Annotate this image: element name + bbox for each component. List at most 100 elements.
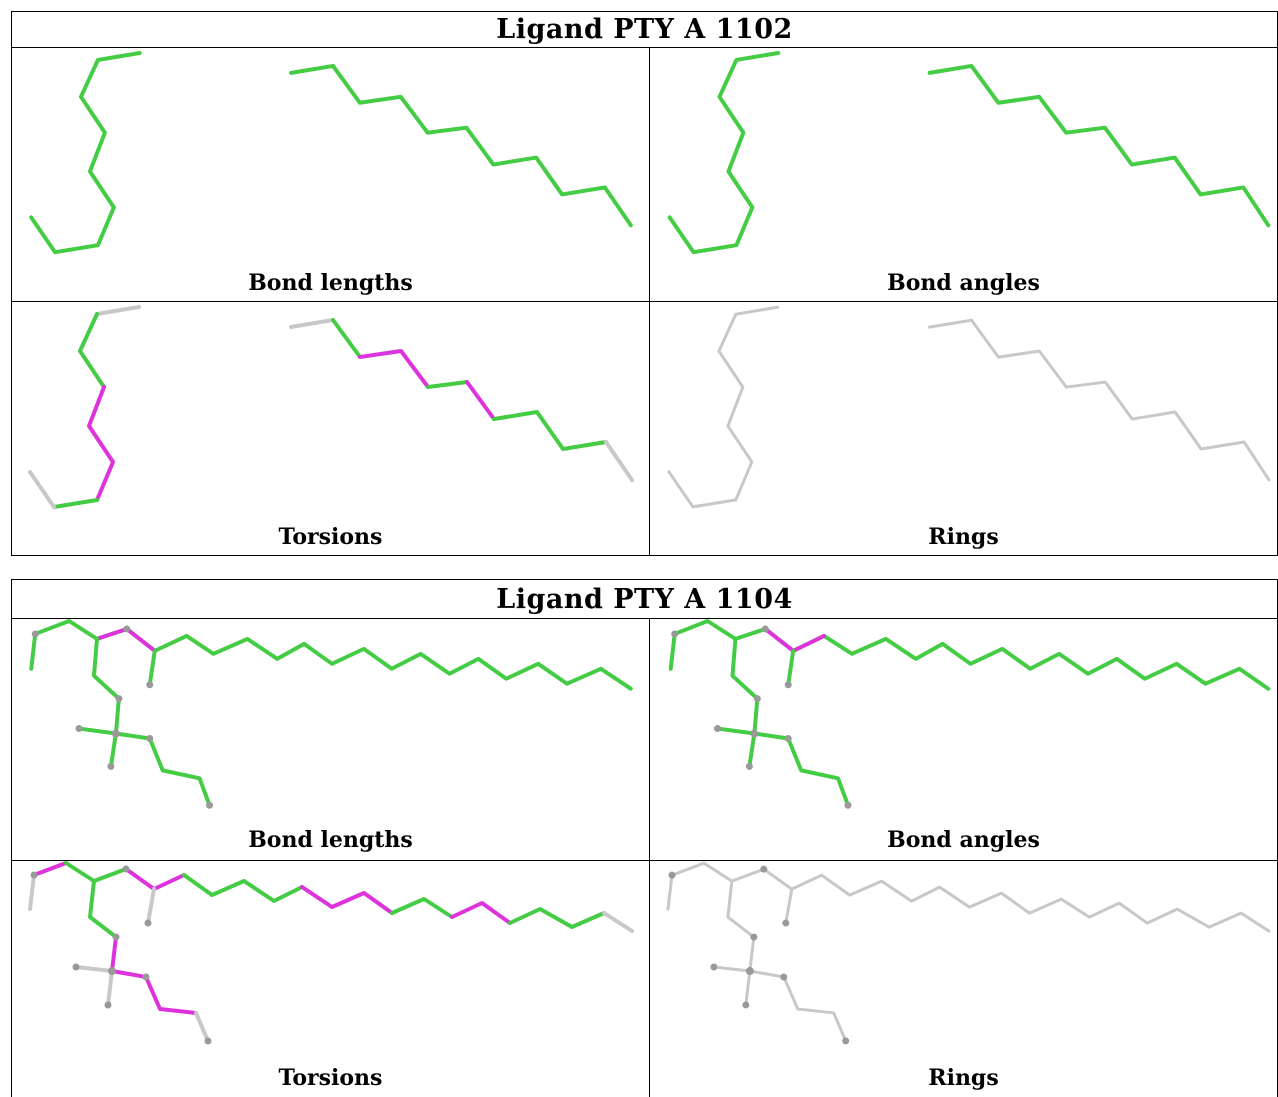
structure-2 <box>666 861 1271 1043</box>
atom <box>842 1037 850 1045</box>
molecule-view <box>666 861 1271 1045</box>
chain-branch-a <box>88 879 118 939</box>
atom-markers <box>30 865 212 1045</box>
chain-branch <box>91 636 212 808</box>
atom <box>710 963 718 971</box>
ligand-title: Ligand PTY A 1102 <box>12 12 1277 48</box>
chain-t5 <box>182 873 304 903</box>
atom <box>742 1001 750 1009</box>
atom <box>30 871 38 879</box>
chain-b-5 <box>465 380 496 421</box>
chain-a <box>29 50 142 255</box>
atom <box>780 973 788 981</box>
chain-a-1 <box>95 305 141 316</box>
chain-methyl <box>146 887 156 925</box>
panel-caption: Bond lengths <box>248 827 413 853</box>
atom <box>146 735 154 742</box>
chain-b-2 <box>331 318 362 359</box>
molecule-view <box>29 50 633 255</box>
chain-t1 <box>28 873 36 911</box>
panel-rings: Rings <box>649 302 1277 556</box>
atom <box>115 695 123 703</box>
chain-a <box>667 305 780 509</box>
panel-bond-angles: Bond angles <box>649 48 1277 301</box>
atom <box>144 919 152 927</box>
chain-methyl <box>147 648 157 687</box>
chain-a-5 <box>28 470 56 509</box>
molecule-view <box>668 619 1271 809</box>
chain-methyl <box>784 887 794 925</box>
atom <box>753 695 761 703</box>
atom-markers <box>668 865 850 1045</box>
atom <box>123 625 131 633</box>
atom <box>142 973 150 981</box>
chain-substituents <box>77 726 118 769</box>
atom <box>104 1001 112 1009</box>
chain-b <box>289 63 633 228</box>
panel-caption: Bond lengths <box>248 270 413 296</box>
panel-rings: Rings <box>649 861 1277 1097</box>
chain-t10 <box>602 911 634 933</box>
panel-caption: Torsions <box>278 524 383 550</box>
chain-branch <box>726 879 848 1043</box>
atom <box>111 729 120 738</box>
molecule-view <box>28 861 634 1045</box>
atom <box>206 801 213 809</box>
chain-substituents <box>74 965 114 1007</box>
panel-caption: Bond angles <box>887 827 1040 853</box>
structure-1 <box>667 305 1271 509</box>
atom <box>668 871 676 879</box>
chain-branch-b <box>110 935 198 1015</box>
chain-b <box>927 63 1271 228</box>
atom <box>146 681 154 689</box>
structure-2 <box>668 619 1271 808</box>
atom <box>745 762 753 770</box>
atom <box>844 801 852 809</box>
chain-branch-c <box>194 1011 210 1043</box>
chain-a <box>667 50 781 255</box>
structure-1 <box>29 50 633 255</box>
atom <box>782 919 790 927</box>
chain-b-3 <box>358 349 430 389</box>
molecule-view <box>667 305 1271 509</box>
chain-t4 <box>124 867 186 891</box>
chain-b-1 <box>289 318 335 329</box>
atom <box>760 865 768 873</box>
panel-bond-lengths: Bond lengths <box>12 619 649 860</box>
atom <box>784 735 792 742</box>
panel-caption: Torsions <box>278 1065 383 1091</box>
chain-a-4 <box>52 498 99 509</box>
chain-substituents <box>712 965 752 1007</box>
atom <box>122 865 130 873</box>
chain-b-4 <box>426 380 469 389</box>
atom <box>112 933 120 941</box>
atom <box>75 725 83 733</box>
chain-a-2 <box>78 312 106 389</box>
atom <box>745 967 754 976</box>
structure-1 <box>667 50 1271 255</box>
ligand-table-1: Ligand PTY A 1102 Bond lengths Bond angl… <box>11 11 1278 556</box>
chain-t3 <box>64 861 128 883</box>
panel-caption: Bond angles <box>887 270 1040 296</box>
molecule-view <box>28 305 634 509</box>
atom <box>108 967 116 975</box>
chain-t2 <box>32 861 68 877</box>
chain-main-hl <box>763 626 827 653</box>
atom <box>31 630 39 638</box>
chain-methyl <box>786 648 796 687</box>
atom <box>784 681 792 689</box>
structure-2 <box>29 619 633 808</box>
atom <box>72 963 80 971</box>
panel-bond-angles: Bond angles <box>649 619 1277 860</box>
molecule-view <box>667 50 1271 255</box>
panel-torsions: Torsions <box>12 861 649 1097</box>
chain-branch <box>730 636 850 808</box>
atom <box>204 1037 212 1045</box>
atom <box>750 729 759 738</box>
chain-b-6 <box>492 410 608 451</box>
atom <box>750 933 758 941</box>
chain-t6 <box>300 885 394 915</box>
chain-t8 <box>450 901 512 925</box>
atom <box>671 630 679 638</box>
panel-bond-lengths: Bond lengths <box>12 48 649 301</box>
